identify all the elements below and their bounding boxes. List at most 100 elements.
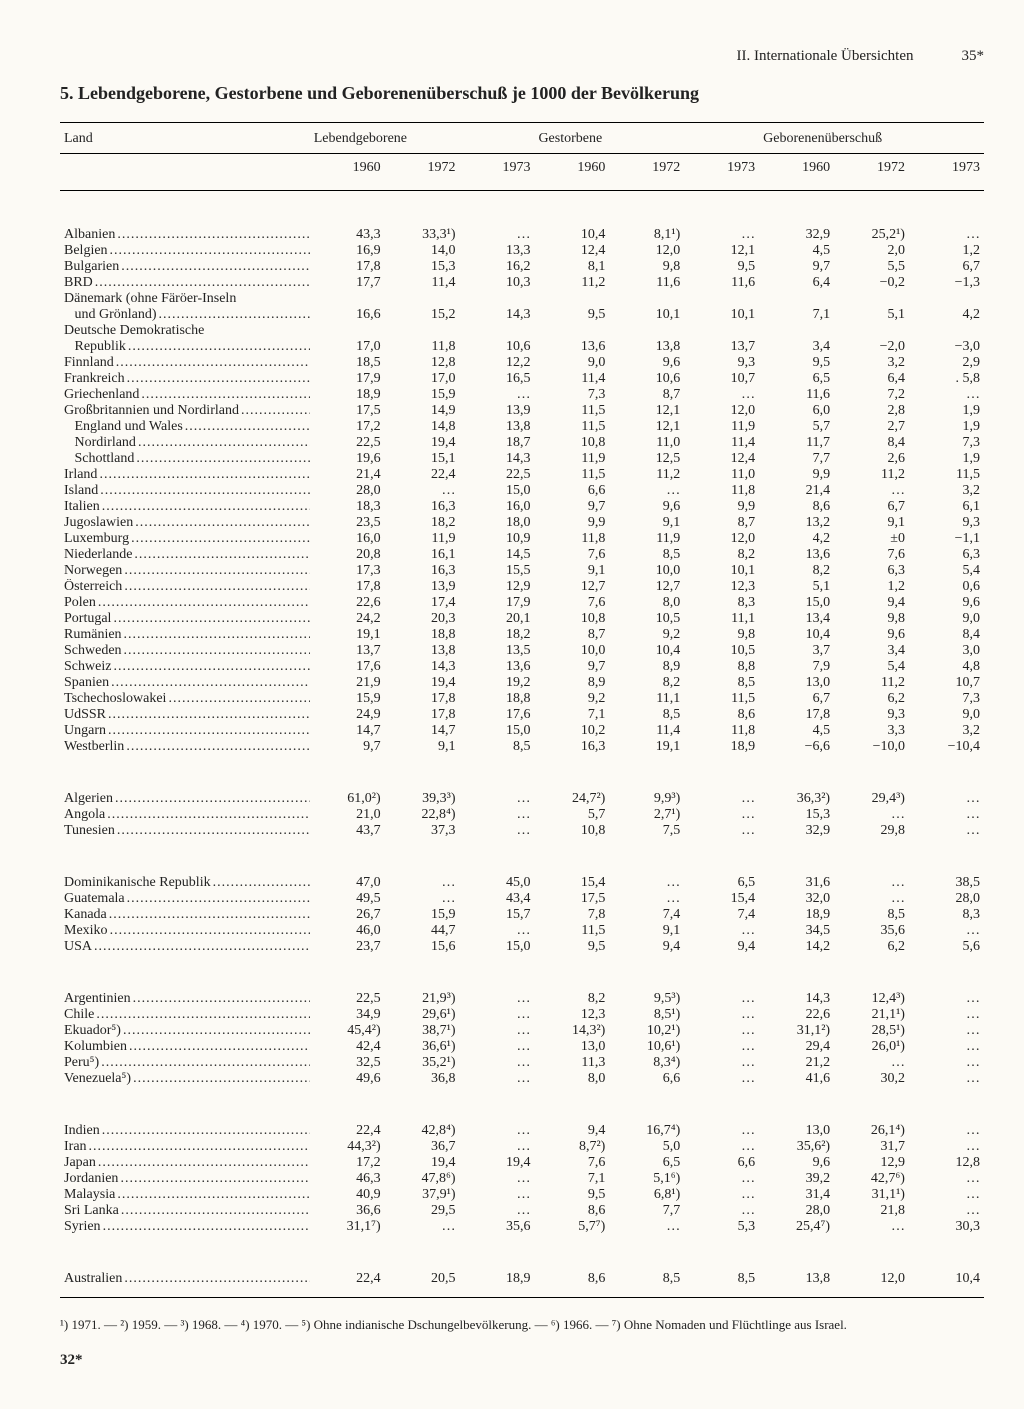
- value-cell: 24,9: [310, 707, 385, 723]
- value-cell: 15,0: [460, 723, 535, 739]
- value-cell: 8,5: [684, 1271, 759, 1287]
- table-row: USA23,715,615,09,59,49,414,26,25,6: [60, 939, 984, 955]
- value-cell: 16,1: [385, 547, 460, 563]
- value-cell: 6,6: [534, 483, 609, 499]
- value-cell: 12,4³): [834, 991, 909, 1007]
- value-cell: 8,5: [609, 707, 684, 723]
- value-cell: 8,4: [909, 627, 984, 643]
- value-cell: 11,4: [534, 371, 609, 387]
- value-cell: 6,1: [909, 499, 984, 515]
- value-cell: 12,1: [684, 243, 759, 259]
- value-cell: 7,9: [759, 659, 834, 675]
- value-cell: 5,3: [684, 1219, 759, 1235]
- value-cell: 14,8: [385, 419, 460, 435]
- value-cell: 13,6: [759, 547, 834, 563]
- country-cell: Luxemburg: [60, 531, 310, 547]
- value-cell: 2,9: [909, 355, 984, 371]
- value-cell: 1,2: [834, 579, 909, 595]
- value-cell: −10,4: [909, 739, 984, 755]
- table-row: Belgien16,914,013,312,412,012,14,52,01,2: [60, 243, 984, 259]
- stats-table: LandLebendgeboreneGestorbeneGeborenenübe…: [60, 125, 984, 190]
- table-row: Ungarn14,714,715,010,211,411,84,53,33,2: [60, 723, 984, 739]
- table-row: Iran44,3²)36,7…8,7²)5,0…35,6²)31,7…: [60, 1139, 984, 1155]
- value-cell: 3,7: [759, 643, 834, 659]
- value-cell: 9,8: [834, 611, 909, 627]
- value-cell: 10,6: [609, 371, 684, 387]
- country-cell: und Grönland): [60, 307, 310, 323]
- country-cell: Westberlin: [60, 739, 310, 755]
- value-cell: [609, 323, 684, 339]
- value-cell: 11,3: [534, 1055, 609, 1071]
- country-cell: Republik: [60, 339, 310, 355]
- value-cell: 8,2: [609, 675, 684, 691]
- value-cell: 13,3: [460, 243, 535, 259]
- value-cell: 19,4: [385, 435, 460, 451]
- country-cell: Nordirland: [60, 435, 310, 451]
- table-row: Italien18,316,316,09,79,69,98,66,76,1: [60, 499, 984, 515]
- value-cell: −1,3: [909, 275, 984, 291]
- value-cell: 3,2: [909, 483, 984, 499]
- value-cell: …: [460, 807, 535, 823]
- value-cell: 31,7: [834, 1139, 909, 1155]
- value-cell: 19,4: [385, 1155, 460, 1171]
- value-cell: 17,8: [310, 259, 385, 275]
- table-row: Japan17,219,419,47,66,56,69,612,912,8: [60, 1155, 984, 1171]
- value-cell: 11,8: [385, 339, 460, 355]
- value-cell: …: [609, 1219, 684, 1235]
- country-cell: Finnland: [60, 355, 310, 371]
- value-cell: …: [684, 791, 759, 807]
- country-cell: Irland: [60, 467, 310, 483]
- value-cell: …: [684, 387, 759, 403]
- value-cell: 8,6: [684, 707, 759, 723]
- country-cell: Ungarn: [60, 723, 310, 739]
- value-cell: 28,0: [909, 891, 984, 907]
- value-cell: 11,2: [609, 467, 684, 483]
- value-cell: 14,9: [385, 403, 460, 419]
- value-cell: 17,0: [310, 339, 385, 355]
- value-cell: 12,7: [609, 579, 684, 595]
- value-cell: 13,2: [759, 515, 834, 531]
- value-cell: 19,2: [460, 675, 535, 691]
- country-cell: Griechenland: [60, 387, 310, 403]
- value-cell: 5,5: [834, 259, 909, 275]
- value-cell: 5,6: [909, 939, 984, 955]
- value-cell: 12,1: [609, 403, 684, 419]
- value-cell: 9,0: [909, 707, 984, 723]
- col-group: Geborenenüberschuß: [759, 125, 984, 153]
- value-cell: 3,2: [834, 355, 909, 371]
- value-cell: 12,0: [609, 243, 684, 259]
- value-cell: 8,5: [684, 675, 759, 691]
- value-cell: 22,6: [310, 595, 385, 611]
- table-row: Dänemark (ohne Färöer-Inseln: [60, 291, 984, 307]
- value-cell: …: [909, 1071, 984, 1087]
- col-year: 1960: [759, 154, 834, 190]
- value-cell: 14,7: [385, 723, 460, 739]
- value-cell: 33,3¹): [385, 227, 460, 243]
- value-cell: 5,1⁶): [609, 1171, 684, 1187]
- value-cell: 15,7: [460, 907, 535, 923]
- value-cell: 2,7¹): [609, 807, 684, 823]
- value-cell: 14,3: [460, 307, 535, 323]
- col-year: 1973: [909, 154, 984, 190]
- country-cell: Ekuador⁵): [60, 1023, 310, 1039]
- value-cell: 11,0: [684, 467, 759, 483]
- value-cell: 11,8: [534, 531, 609, 547]
- value-cell: 9,1: [609, 923, 684, 939]
- value-cell: 8,6: [534, 1203, 609, 1219]
- value-cell: 9,7: [534, 659, 609, 675]
- value-cell: …: [684, 807, 759, 823]
- value-cell: 12,4: [684, 451, 759, 467]
- value-cell: …: [684, 823, 759, 839]
- value-cell: 5,7⁷): [534, 1219, 609, 1235]
- value-cell: 11,9: [385, 531, 460, 547]
- value-cell: 20,8: [310, 547, 385, 563]
- table-row: Tschechoslowakei15,917,818,89,211,111,56…: [60, 691, 984, 707]
- value-cell: …: [684, 1039, 759, 1055]
- value-cell: −6,6: [759, 739, 834, 755]
- value-cell: …: [609, 875, 684, 891]
- value-cell: 1,9: [909, 419, 984, 435]
- table-row: Chile34,929,6¹)…12,38,5¹)…22,621,1¹)…: [60, 1007, 984, 1023]
- value-cell: 17,4: [385, 595, 460, 611]
- value-cell: 43,4: [460, 891, 535, 907]
- value-cell: 12,5: [609, 451, 684, 467]
